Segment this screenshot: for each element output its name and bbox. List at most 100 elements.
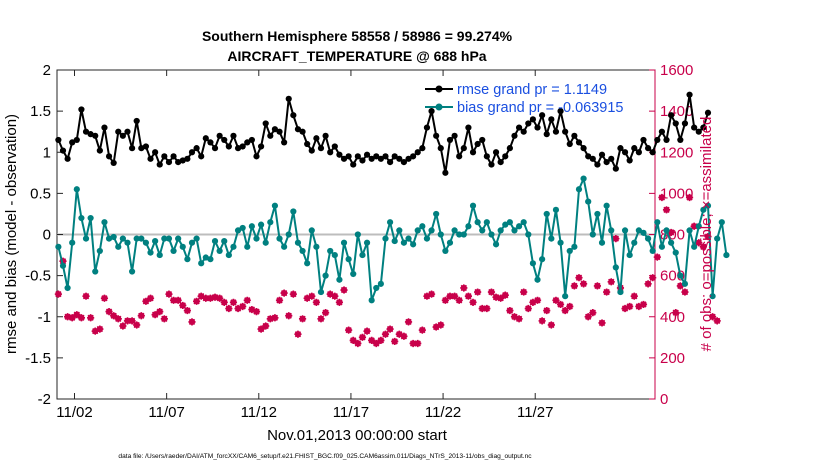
bias-point xyxy=(414,227,421,234)
possible-count-marker xyxy=(700,243,707,250)
bias-point xyxy=(608,227,615,234)
assimilated-count-marker xyxy=(119,322,127,330)
possible-count-marker xyxy=(663,206,670,213)
bias-point xyxy=(566,247,573,255)
bias-point xyxy=(428,227,435,234)
possible-count-marker xyxy=(400,333,408,340)
bias-point xyxy=(433,210,440,218)
assimilated-count-marker xyxy=(690,222,698,230)
possible-count-marker xyxy=(138,312,145,319)
assimilated-count-marker xyxy=(644,280,652,288)
rmse-point xyxy=(575,139,583,146)
bias-point xyxy=(446,239,454,246)
assimilated-count-marker xyxy=(179,301,187,310)
assimilated-count-marker xyxy=(612,235,620,243)
rmse-point xyxy=(248,136,255,144)
assimilated-count-marker xyxy=(556,300,565,309)
assimilated-count-marker xyxy=(423,292,431,300)
bias-point xyxy=(147,249,154,256)
possible-count-marker xyxy=(566,303,573,310)
x-axis-label: Nov.01,2013 00:00:00 start xyxy=(267,427,448,444)
possible-count-marker xyxy=(428,291,435,298)
possible-count-marker xyxy=(331,293,338,300)
bias-point xyxy=(529,260,537,267)
possible-count-marker xyxy=(575,274,583,281)
assimilated-count-marker xyxy=(552,296,560,304)
bias-point xyxy=(700,206,707,213)
possible-count-marker xyxy=(589,309,596,316)
rmse-point xyxy=(350,161,357,168)
assimilated-count-marker xyxy=(174,296,182,304)
bias-point xyxy=(506,219,513,226)
bias-point xyxy=(644,235,652,242)
rmse-point xyxy=(59,147,67,154)
assimilated-count-marker xyxy=(114,315,122,323)
possible-count-marker xyxy=(469,299,477,306)
assimilated-count-marker xyxy=(667,228,675,237)
rmse-point xyxy=(405,155,412,162)
bias-point xyxy=(327,247,334,255)
rmse-point xyxy=(672,120,679,127)
rmse-point xyxy=(580,145,587,152)
assimilated-count-marker xyxy=(220,298,228,306)
assimilated-count-marker xyxy=(326,290,334,298)
assimilated-count-marker xyxy=(506,306,514,315)
bias-point xyxy=(483,219,490,226)
rmse-point xyxy=(152,149,159,156)
assimilated-count-marker xyxy=(579,280,588,288)
bias-point xyxy=(128,268,136,275)
assimilated-count-marker xyxy=(492,293,500,301)
possible-count-marker xyxy=(552,297,560,304)
y-tick-label: -1.5 xyxy=(25,350,51,367)
possible-count-marker xyxy=(317,315,325,322)
assimilated-count-marker xyxy=(547,321,555,329)
rmse-point xyxy=(170,153,177,160)
possible-count-marker xyxy=(658,194,666,201)
assimilated-count-marker xyxy=(229,298,238,306)
possible-count-marker xyxy=(373,340,380,347)
possible-count-marker xyxy=(479,305,486,312)
rmse-point xyxy=(221,136,228,144)
possible-count-marker xyxy=(345,327,352,334)
assimilated-count-marker xyxy=(294,330,302,338)
rmse-point xyxy=(161,153,168,160)
possible-count-marker xyxy=(285,312,292,319)
plot-area: 11/02 11/07 11/12 11/17 11/22 11/27 -2 -1.5 -1 -0… xyxy=(25,62,730,421)
assimilated-count-marker xyxy=(501,291,509,299)
possible-count-marker xyxy=(216,295,223,302)
rmse-point xyxy=(244,139,251,146)
rmse-point xyxy=(695,128,702,135)
rmse-point xyxy=(322,132,329,139)
assimilated-count-marker xyxy=(110,312,118,320)
possible-count-marker xyxy=(281,290,288,297)
assimilated-count-marker xyxy=(165,290,173,298)
bias-point xyxy=(101,219,108,226)
rmse-point xyxy=(677,136,684,144)
possible-count-marker xyxy=(631,293,638,300)
y-tick-label: 1 xyxy=(43,144,51,161)
assimilated-count-marker xyxy=(658,193,666,202)
possible-count-marker xyxy=(543,307,550,314)
possible-count-marker xyxy=(548,321,555,329)
assimilated-count-marker xyxy=(349,336,357,344)
rmse-point xyxy=(386,159,394,166)
y2-tick-label: 0 xyxy=(660,391,668,408)
rmse-point xyxy=(419,145,426,152)
rmse-point xyxy=(502,153,509,160)
rmse-point xyxy=(198,153,205,160)
rmse-point xyxy=(317,145,325,152)
possible-count-marker xyxy=(382,331,389,338)
possible-count-marker xyxy=(96,325,103,333)
assimilated-count-marker xyxy=(699,243,707,251)
bias-point xyxy=(451,227,458,234)
possible-count-marker xyxy=(410,340,417,347)
bias-point xyxy=(350,270,357,278)
bias-point xyxy=(211,237,219,245)
assimilated-count-marker xyxy=(197,292,205,300)
assimilated-count-marker xyxy=(478,304,486,313)
assimilated-count-marker xyxy=(538,317,546,325)
rmse-point xyxy=(262,120,269,127)
possible-count-marker xyxy=(414,340,421,347)
bias-point xyxy=(612,264,619,271)
rmse-point xyxy=(400,159,408,166)
